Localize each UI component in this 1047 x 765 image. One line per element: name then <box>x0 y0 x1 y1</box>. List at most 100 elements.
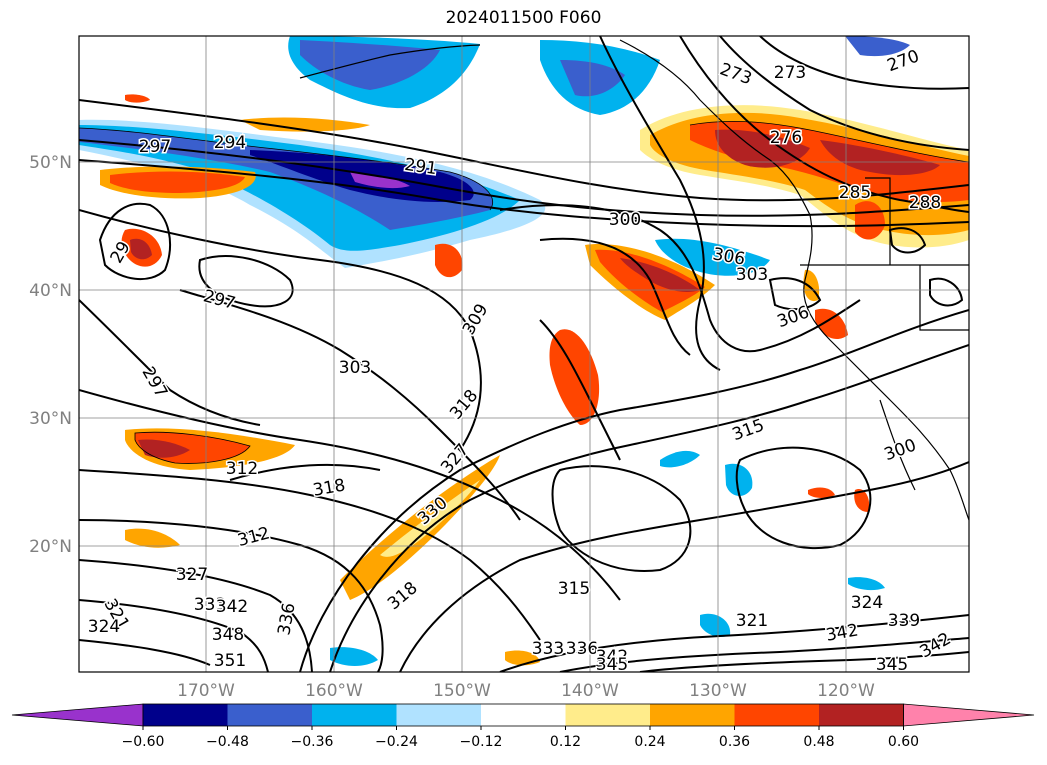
negative-shading-region <box>660 450 700 468</box>
contour-line <box>179 289 521 521</box>
colorbar-segment <box>734 704 819 726</box>
positive-shading-region <box>380 480 480 557</box>
contour-label: 348 <box>212 625 244 645</box>
colorbar-segment <box>819 704 904 726</box>
contour-line <box>551 465 692 572</box>
contour-line <box>98 202 171 281</box>
colorbar-segment <box>227 704 312 726</box>
contour-line <box>79 99 969 202</box>
shading-outline <box>79 127 493 211</box>
positive-shading-region <box>138 439 190 458</box>
lon-label: 130°W <box>689 681 747 701</box>
colorbar-tick-label: 0.48 <box>803 734 834 750</box>
contour-label: 333 <box>532 639 564 659</box>
positive-shading-region <box>125 94 150 103</box>
contour-line <box>79 469 541 641</box>
lat-label: 20°N <box>29 537 72 557</box>
contour-line <box>79 139 969 217</box>
contour-label: 276 <box>770 128 802 148</box>
shading-outline-layer <box>79 121 969 464</box>
colorbar-segment <box>565 704 650 726</box>
negative-shading-region <box>350 172 410 189</box>
contour-label: 339 <box>888 611 920 631</box>
colorbar-extend-low <box>11 703 144 727</box>
plot-frame <box>78 35 970 673</box>
contour-line <box>79 389 621 601</box>
lon-label: 150°W <box>433 681 491 701</box>
contour-line <box>735 446 872 550</box>
contour-line <box>599 36 721 371</box>
positive-shading-region <box>110 171 245 193</box>
contour-line <box>719 36 969 151</box>
contour-label: 291 <box>403 155 438 179</box>
longitude-labels: 170°W 160°W 150°W 140°W 130°W 120°W <box>177 681 875 701</box>
colorbar-tick-label: −0.60 <box>122 734 165 750</box>
contour-label: 324 <box>88 617 120 637</box>
map-title: 2024011500 F060 <box>445 8 602 28</box>
contour-line <box>499 614 969 672</box>
colorbar-frame <box>142 703 904 727</box>
contour-label: 306 <box>711 244 746 269</box>
contour-line <box>299 309 969 672</box>
coastline <box>299 44 481 79</box>
contour-label: 297 <box>139 137 171 157</box>
positive-shading-region <box>125 528 180 548</box>
colorbar-tick-label: −0.48 <box>206 734 249 750</box>
contour-line <box>929 277 964 307</box>
colorbar-tick-label: −0.12 <box>460 734 503 750</box>
colorbar-tick-label: −0.36 <box>291 734 334 750</box>
positive-shading-region <box>815 308 848 340</box>
colorbar-tick-label: 0.60 <box>888 734 919 750</box>
contour-label: 321 <box>736 611 768 631</box>
coastline <box>619 39 969 521</box>
contour-line <box>329 344 969 672</box>
positive-shading-region <box>820 140 940 176</box>
contour-label: 342 <box>216 597 248 617</box>
contour-label: 312 <box>226 459 258 479</box>
contour-label: 285 <box>839 183 871 203</box>
contour-line <box>679 36 969 213</box>
contour-line <box>888 227 927 254</box>
lon-label: 160°W <box>305 681 363 701</box>
shaded-field-layer <box>79 36 969 666</box>
positive-shading-region <box>435 243 463 278</box>
coastline <box>879 399 916 491</box>
colorbar-tick-label: 0.24 <box>634 734 665 750</box>
contour-line <box>79 599 269 672</box>
gridlines <box>79 36 969 672</box>
positive-shading-region <box>808 487 835 498</box>
negative-shading-region <box>655 238 770 276</box>
positive-shading-region <box>549 329 600 425</box>
colorbar-tick-label: 0.12 <box>550 734 581 750</box>
positive-shading-region <box>130 238 152 260</box>
positive-shading-region <box>240 117 370 132</box>
positive-shading-region <box>854 489 870 512</box>
lat-label: 40°N <box>29 281 72 301</box>
lat-label: 50°N <box>29 153 72 173</box>
contour-line <box>639 651 969 672</box>
negative-shading-region <box>848 577 885 591</box>
colorbar-extend-high <box>903 703 1035 727</box>
contour-line <box>499 204 861 353</box>
contour-label: 345 <box>876 655 908 675</box>
contour-line <box>229 463 381 481</box>
coastline-layer <box>299 39 969 521</box>
colorbar-tick-label: −0.24 <box>375 734 418 750</box>
contour-line <box>79 159 969 228</box>
shading-outline <box>134 431 251 464</box>
contour-line <box>559 637 969 672</box>
contour-line <box>79 519 384 672</box>
negative-shading-region <box>79 128 493 230</box>
lat-label: 30°N <box>29 409 72 429</box>
contour-line <box>759 36 969 90</box>
contour-label: 315 <box>558 579 590 599</box>
lon-label: 140°W <box>561 681 619 701</box>
contour-label: 300 <box>609 210 641 230</box>
border-line <box>919 265 969 331</box>
border-line <box>865 177 891 265</box>
negative-shading-region <box>700 613 731 637</box>
contour-line <box>79 639 211 666</box>
contour-line <box>79 559 313 672</box>
colorbar-segment <box>396 704 481 726</box>
